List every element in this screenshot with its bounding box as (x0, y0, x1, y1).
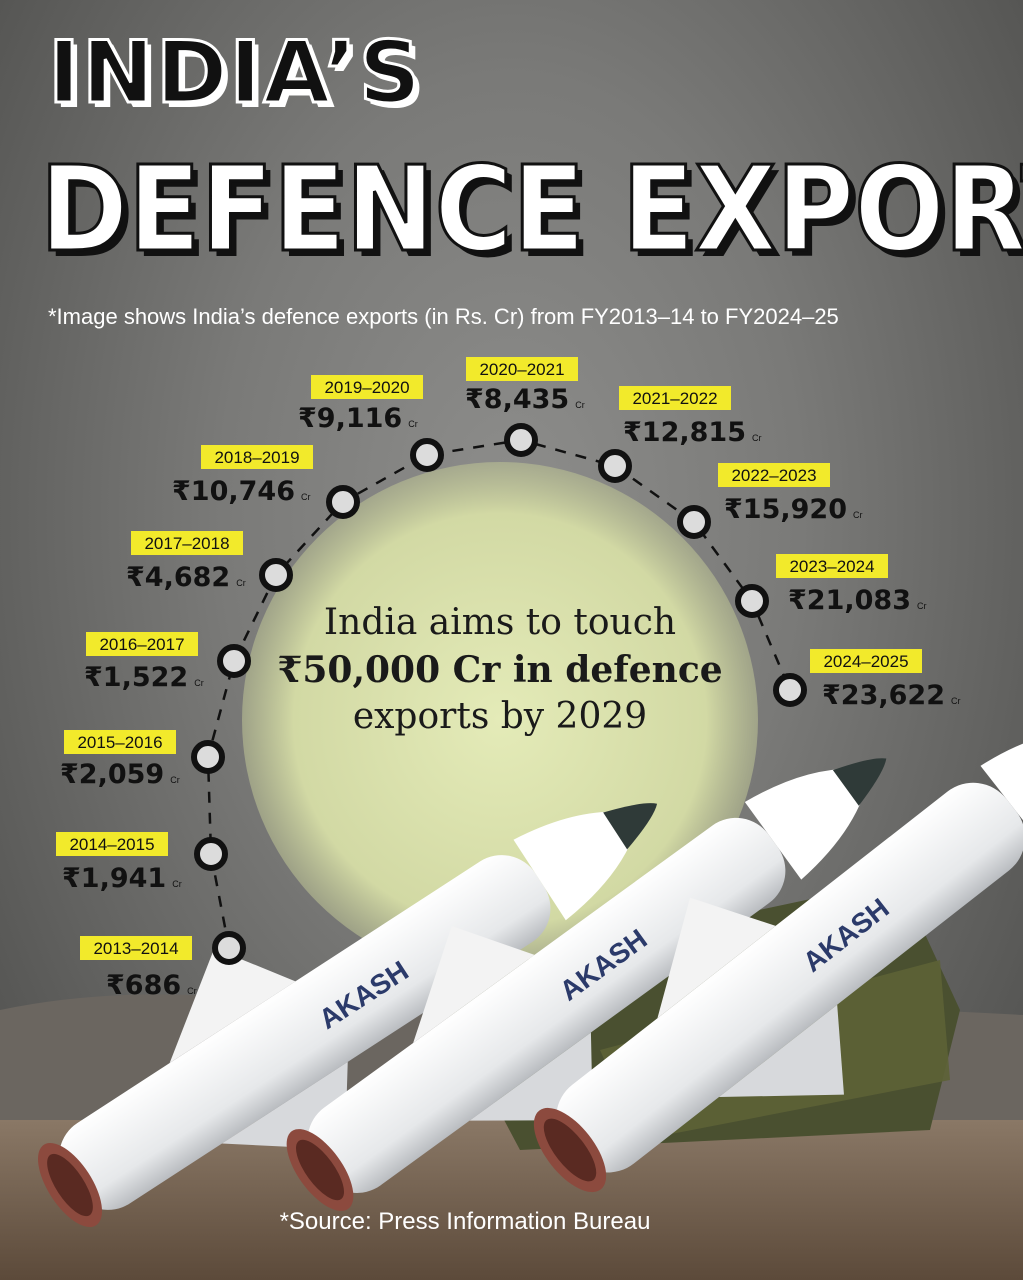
data-label-2023–2024: 2023–2024 ₹21,083 (776, 554, 911, 616)
value-label: ₹686 (106, 970, 181, 1001)
unit-label: Cr (170, 775, 180, 785)
data-label-2021–2022: 2021–2022 ₹12,815 (619, 386, 746, 448)
data-label-2016–2017: 2016–2017 ₹1,522 (84, 632, 198, 693)
unit-label: Cr (172, 879, 182, 889)
year-tag: 2020–2021 (479, 360, 564, 379)
year-tag: 2013–2014 (93, 939, 178, 958)
year-tag-bg (311, 375, 423, 399)
source-note: *Source: Press Information Bureau (279, 1208, 651, 1235)
data-label-2017–2018: 2017–2018 ₹4,682 (126, 531, 243, 593)
glow-circle (242, 462, 758, 978)
target-note-line-1: India aims to touch (323, 602, 677, 643)
data-label-2024–2025: 2024–2025 ₹23,622 (810, 649, 945, 711)
year-tag-bg (466, 357, 578, 381)
value-label: ₹2,059 (60, 759, 164, 790)
data-point-2015–2016 (191, 740, 225, 774)
year-tag: 2017–2018 (144, 534, 229, 553)
unit-label: Cr (917, 601, 927, 611)
year-tag: 2024–2025 (823, 652, 908, 671)
data-point-2014–2015 (194, 837, 228, 871)
data-point-2021–2022 (598, 449, 632, 483)
data-label-2020–2021: 2020–2021 ₹8,435 (465, 357, 578, 415)
unit-label: Cr (194, 678, 204, 688)
year-tag-bg (201, 445, 313, 469)
target-note: India aims to touch ₹50,000 Cr in defenc… (270, 600, 730, 740)
data-point-2023–2024 (735, 584, 769, 618)
data-label-2015–2016: 2015–2016 ₹2,059 (60, 730, 176, 790)
year-tag: 2022–2023 (731, 466, 816, 485)
data-label-2019–2020: 2019–2020 ₹9,116 (298, 375, 423, 434)
unit-label: Cr (853, 510, 863, 520)
target-note-line-2: ₹50,000 Cr in defence (277, 648, 723, 691)
year-tag-bg (718, 463, 830, 487)
unit-label: Cr (575, 400, 585, 410)
year-tag: 2019–2020 (324, 378, 409, 397)
missile-1: AKASH (38, 803, 658, 1228)
year-tag: 2018–2019 (214, 448, 299, 467)
unit-label: Cr (301, 492, 311, 502)
unit-label: Cr (236, 578, 246, 588)
year-tag-bg (86, 632, 198, 656)
unit-label: Cr (408, 419, 418, 429)
data-point-2018–2019 (326, 485, 360, 519)
year-tag-bg (810, 649, 922, 673)
value-label: ₹23,622 (822, 680, 945, 711)
value-label: ₹10,746 (172, 476, 295, 507)
data-label-2013–2014: 2013–2014 ₹686 (80, 936, 192, 1001)
year-tag-bg (131, 531, 243, 555)
data-point-2024–2025 (773, 673, 807, 707)
year-tag-bg (56, 832, 168, 856)
data-label-2022–2023: 2022–2023 ₹15,920 (718, 463, 847, 525)
value-label: ₹15,920 (724, 494, 847, 525)
value-label: ₹1,941 (62, 863, 166, 894)
data-point-2017–2018 (259, 558, 293, 592)
title-line-1: INDIA’S (47, 23, 423, 123)
data-label-2014–2015: 2014–2015 ₹1,941 (56, 832, 168, 894)
year-tag: 2015–2016 (77, 733, 162, 752)
year-tag-bg (619, 386, 731, 410)
value-label: ₹12,815 (623, 417, 746, 448)
value-label: ₹8,435 (465, 384, 569, 415)
data-label-2018–2019: 2018–2019 ₹10,746 (172, 445, 313, 507)
year-tag: 2014–2015 (69, 835, 154, 854)
year-tag-bg (64, 730, 176, 754)
year-tag: 2016–2017 (99, 635, 184, 654)
data-point-2013–2014 (212, 931, 246, 965)
year-tag: 2021–2022 (632, 389, 717, 408)
value-label: ₹4,682 (126, 562, 230, 593)
year-tag-bg (776, 554, 888, 578)
year-tag: 2023–2024 (789, 557, 874, 576)
value-label: ₹1,522 (84, 662, 188, 693)
unit-label: Cr (187, 986, 197, 996)
missile-2: AKASH (286, 758, 887, 1211)
missile-3: AKASH (533, 729, 1023, 1193)
value-label: ₹21,083 (788, 585, 911, 616)
data-point-2019–2020 (410, 438, 444, 472)
data-point-2016–2017 (217, 644, 251, 678)
unit-label: Cr (951, 696, 961, 706)
year-tag-bg (80, 936, 192, 960)
data-point-2020–2021 (504, 423, 538, 457)
subtitle: *Image shows India’s defence exports (in… (48, 304, 839, 329)
title-line-2: DEFENCE EXPORTS (39, 140, 1023, 278)
unit-label: Cr (752, 433, 762, 443)
value-label: ₹9,116 (298, 403, 402, 434)
data-point-2022–2023 (677, 505, 711, 539)
target-note-line-3: exports by 2029 (352, 695, 648, 737)
